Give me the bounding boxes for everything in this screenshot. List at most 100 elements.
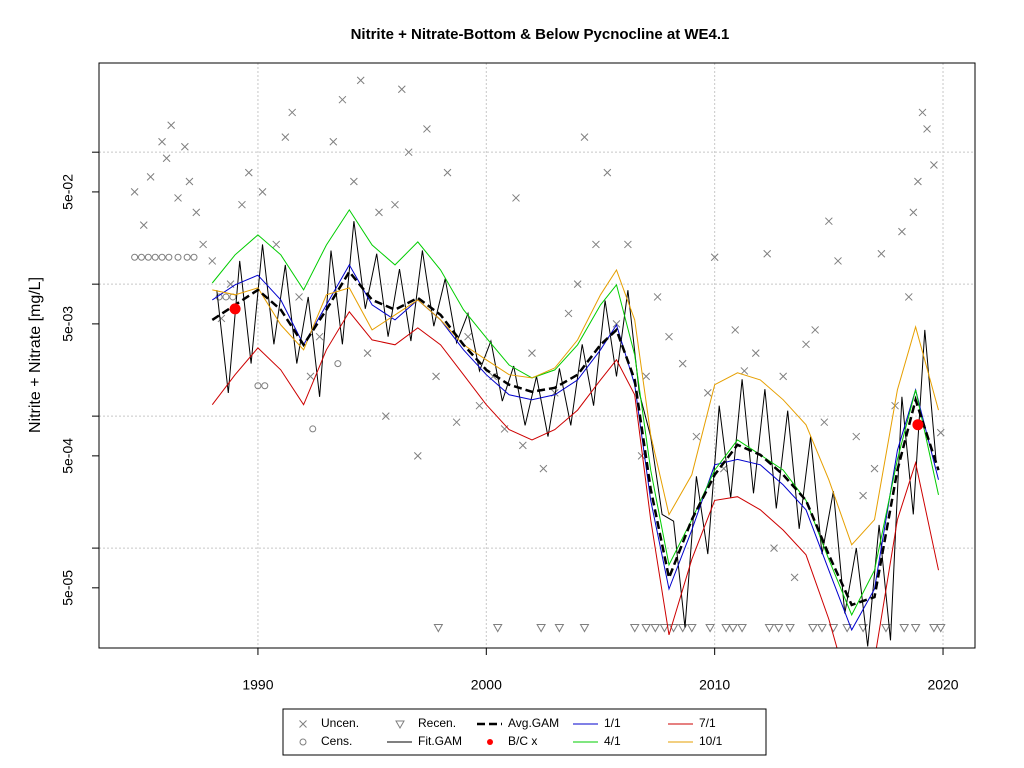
uncensored-point xyxy=(573,280,582,289)
uncensored-point xyxy=(375,208,383,217)
gam-curve xyxy=(212,268,939,546)
uncensored-point xyxy=(580,133,589,142)
uncensored-point xyxy=(130,188,139,196)
uncensored-point xyxy=(146,173,155,181)
uncensored-point xyxy=(244,168,253,177)
uncensored-point xyxy=(740,367,749,375)
recensored-point xyxy=(842,624,852,633)
uncensored-point xyxy=(397,85,406,94)
censored-point xyxy=(254,382,262,390)
plot-frame xyxy=(98,62,976,649)
legend-label: Fit.GAM xyxy=(418,734,462,748)
uncensored-point xyxy=(710,253,719,262)
uncensored-point xyxy=(238,200,246,209)
uncensored-point xyxy=(539,464,548,473)
recensored-point xyxy=(929,624,939,633)
uncensored-point xyxy=(181,142,189,151)
censored-point xyxy=(309,425,317,433)
x-tick-label: 2010 xyxy=(699,677,730,693)
recensored-point xyxy=(721,624,731,633)
recensored-point xyxy=(773,624,784,633)
recensored-point xyxy=(899,624,910,633)
uncensored-point xyxy=(678,359,687,368)
uncensored-point xyxy=(475,401,484,410)
recensored-point xyxy=(785,624,795,633)
uncensored-point xyxy=(306,372,315,381)
uncensored-point xyxy=(167,121,176,130)
uncensored-point xyxy=(158,137,166,146)
uncensored-point xyxy=(731,326,740,334)
recensored-point xyxy=(650,624,661,633)
recensored-point xyxy=(395,720,405,730)
uncensored-point xyxy=(528,349,536,358)
uncensored-point xyxy=(299,720,307,728)
uncensored-point xyxy=(452,418,461,427)
uncensored-point xyxy=(592,240,600,249)
legend-box xyxy=(282,708,767,756)
gam-curve xyxy=(211,310,939,648)
legend-label: Recen. xyxy=(418,716,456,730)
uncensored-point xyxy=(870,464,879,473)
uncensored-point xyxy=(391,200,399,209)
uncensored-point xyxy=(904,293,913,301)
censored-point xyxy=(151,253,159,261)
uncensored-point xyxy=(665,332,673,341)
chart-title: Nitrite + Nitrate-Bottom & Below Pycnocl… xyxy=(351,26,730,43)
uncensored-point xyxy=(603,168,612,177)
bc-point xyxy=(912,419,924,431)
censored-point xyxy=(299,738,307,746)
uncensored-point xyxy=(443,168,452,177)
uncensored-point xyxy=(192,208,201,217)
uncensored-point xyxy=(914,177,922,186)
uncensored-point xyxy=(288,108,297,117)
legend-label: Avg.GAM xyxy=(508,716,559,730)
uncensored-point xyxy=(802,340,810,349)
uncensored-point xyxy=(703,389,712,397)
uncensored-point xyxy=(338,95,347,104)
censored-point xyxy=(131,253,139,261)
x-tick-label: 2020 xyxy=(927,677,958,693)
bc-point xyxy=(229,303,241,315)
censored-point xyxy=(144,253,152,261)
uncensored-point xyxy=(811,326,819,334)
legend-label: Cens. xyxy=(321,734,352,748)
censored-point xyxy=(334,360,342,368)
gam-curve xyxy=(212,263,939,632)
uncensored-point xyxy=(790,573,799,582)
censored-point xyxy=(183,253,191,261)
y-tick-label: 5e-04 xyxy=(60,438,76,474)
uncensored-point xyxy=(936,428,945,437)
recensored-point xyxy=(737,624,747,633)
uncensored-point xyxy=(208,257,217,265)
uncensored-point xyxy=(779,372,788,381)
legend-label: 1/1 xyxy=(604,716,621,730)
x-tick-label: 2000 xyxy=(471,677,502,693)
uncensored-point xyxy=(898,227,906,236)
uncensored-point xyxy=(763,249,772,258)
uncensored-point xyxy=(199,240,207,249)
y-tick-label: 5e-02 xyxy=(60,174,76,210)
uncensored-point xyxy=(404,148,413,157)
uncensored-point xyxy=(624,240,632,249)
recensored-point xyxy=(705,624,715,633)
uncensored-point xyxy=(272,240,281,249)
censored-point xyxy=(174,253,182,261)
uncensored-point xyxy=(824,217,833,226)
x-tick-label: 1990 xyxy=(242,677,273,693)
uncensored-point xyxy=(653,293,662,301)
legend-label: 10/1 xyxy=(699,734,723,748)
uncensored-point xyxy=(564,309,573,318)
uncensored-point xyxy=(174,194,182,202)
recensored-point xyxy=(808,624,818,633)
legend-label: 4/1 xyxy=(604,734,621,748)
uncensored-point xyxy=(612,320,621,328)
censored-point xyxy=(158,253,166,261)
grid-layer xyxy=(99,63,975,648)
uncensored-point xyxy=(356,76,365,85)
gam-curve xyxy=(211,269,940,607)
uncensored-point xyxy=(363,349,372,358)
fit-gam-line xyxy=(216,221,937,647)
uncensored-point xyxy=(692,432,701,441)
legend-label: B/C x xyxy=(508,734,537,748)
